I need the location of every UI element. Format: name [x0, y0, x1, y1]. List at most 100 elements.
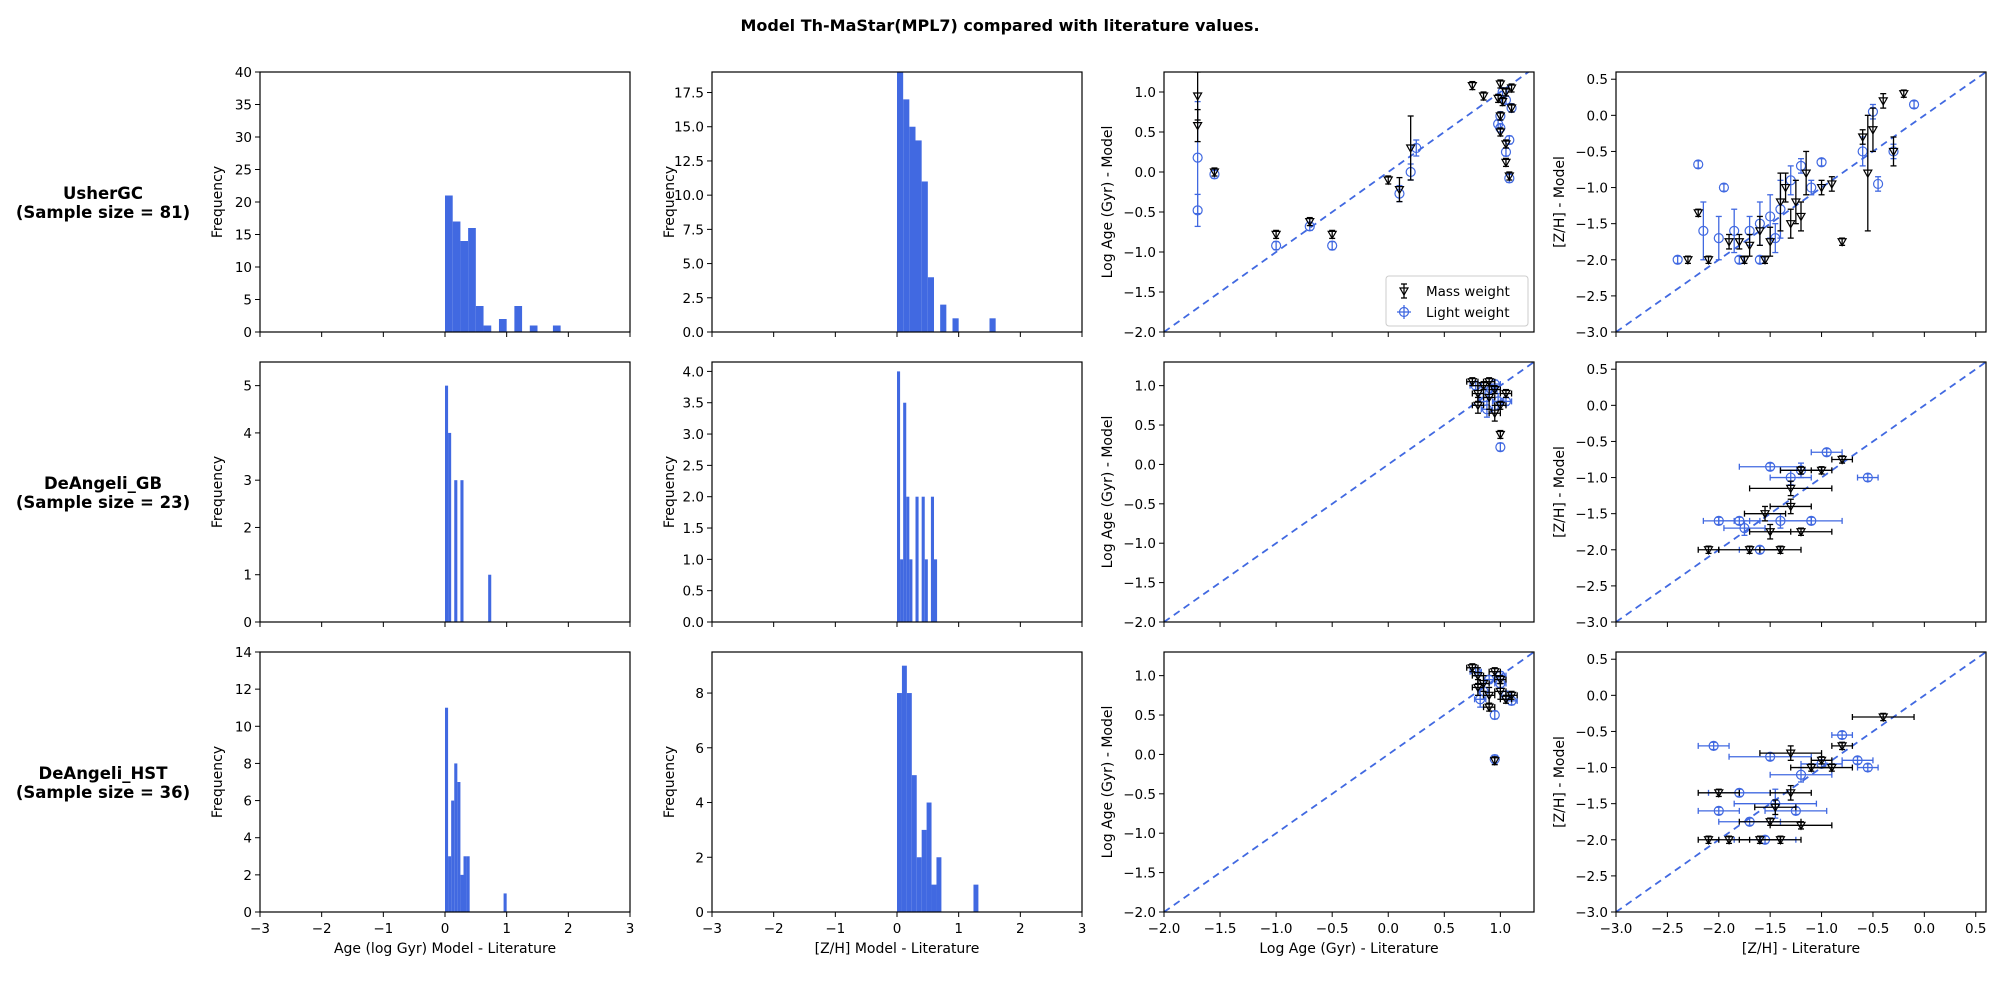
histogram-bar: [451, 800, 455, 912]
light-weight-marker: [1908, 99, 1920, 110]
y-tick-label: −2.0: [1123, 325, 1156, 341]
legend: Mass weight Light weight: [1385, 275, 1529, 327]
histogram-bar: [930, 496, 934, 622]
mass-weight-marker: [1489, 409, 1500, 419]
axes-frame: [1163, 361, 1535, 623]
y-axis-label: [Z/H] - Model: [1552, 156, 1568, 248]
histogram-bar: [448, 856, 452, 912]
panels: 0510152025303540Frequency0.02.55.07.510.…: [210, 65, 1987, 957]
axes-frame: [1615, 651, 1987, 913]
x-tick-label: 1.0: [1490, 921, 1511, 937]
histogram-bar: [457, 782, 461, 912]
histogram-bar: [921, 496, 925, 622]
y-tick-label: 35: [235, 98, 252, 114]
mass-weight-marker: [1478, 92, 1489, 102]
x-tick-label: −0.5: [1857, 921, 1890, 937]
y-tick-label: 0: [243, 325, 252, 341]
y-tick-label: 30: [235, 130, 252, 146]
y-tick-label: −2.5: [1575, 869, 1608, 885]
x-axis-label: [Z/H] Model - Literature: [815, 941, 980, 957]
y-tick-label: 2: [695, 850, 704, 866]
row-label-0-name: UsherGC: [63, 184, 143, 203]
light-weight-marker: [1693, 159, 1704, 170]
mass-weight-marker: [1724, 238, 1735, 247]
y-tick-label: 25: [235, 163, 252, 179]
plot-area-r0c3: [1616, 72, 1986, 332]
x-tick-label: −1.0: [1805, 921, 1838, 937]
y-axis-label: Frequency: [210, 746, 226, 818]
x-tick-label: 2: [564, 921, 573, 937]
x-tick-label: −2.0: [1148, 921, 1181, 937]
mass-weight-marker: [1506, 104, 1517, 114]
mass-weight-marker: [1495, 80, 1506, 90]
y-tick-label: 8: [695, 686, 704, 702]
histogram-bar: [460, 480, 464, 622]
x-tick-label: 3: [626, 921, 635, 937]
light-weight-marker: [1729, 225, 1740, 236]
y-tick-label: −2.0: [1575, 543, 1608, 559]
histogram-bar: [916, 857, 922, 912]
panel-r1c1: 0.0 0.5 1.0 1.5 2.0 2.5 3.0 3.5 4.0 Frequency: [662, 361, 1083, 631]
x-tick-label: 3: [1078, 921, 1087, 937]
y-axis-label: Frequency: [662, 746, 678, 818]
y-axis-label: Log Age (Gyr) - Model: [1100, 706, 1116, 859]
histogram-bar: [514, 306, 523, 332]
light-weight-marker: [1411, 142, 1422, 154]
y-tick-label: −2.0: [1123, 615, 1156, 631]
mass-weight-marker: [1394, 186, 1405, 195]
histogram-bar: [468, 228, 476, 332]
mass-weight-marker: [1500, 158, 1512, 168]
y-tick-label: 3.5: [683, 396, 704, 412]
histogram-bar: [897, 693, 902, 912]
panel-r1c2: −2.0 −1.5 −1.0 −0.5 0.0 0.5 1.0 Log Age (Gyr) -…: [1100, 361, 1535, 631]
histogram-bar: [460, 241, 469, 332]
histogram-bar: [915, 140, 922, 332]
y-tick-label: −1.0: [1575, 181, 1608, 197]
y-tick-label: 1: [243, 568, 252, 584]
mass-weight-marker: [1775, 546, 1786, 555]
y-tick-label: 0.0: [683, 615, 704, 631]
histogram-bar: [552, 325, 561, 332]
y-tick-label: 10: [235, 719, 252, 735]
y-axis-label: [Z/H] - Model: [1552, 446, 1568, 538]
mass-weight-marker: [1495, 675, 1506, 685]
histogram-bar: [452, 221, 461, 332]
histogram-bar: [529, 325, 538, 332]
y-tick-label: 0.5: [1135, 418, 1156, 434]
light-weight-marker: [1271, 240, 1282, 251]
light-weight-marker: [1708, 740, 1719, 751]
mass-weight-marker: [1506, 84, 1517, 94]
y-tick-label: 0.0: [1587, 688, 1608, 704]
histogram-bar: [454, 480, 458, 622]
y-tick-label: −3.0: [1575, 905, 1608, 921]
plot-area-r0c1: [897, 72, 996, 332]
mass-weight-marker: [1837, 238, 1848, 247]
mass-weight-marker: [1734, 238, 1745, 247]
axes-frame: [1615, 361, 1987, 623]
mass-weight-marker: [1682, 256, 1693, 265]
y-tick-label: 1.5: [683, 521, 704, 537]
mass-weight-marker: [1271, 230, 1282, 240]
y-tick-label: 15: [235, 228, 252, 244]
histogram-bar: [915, 496, 919, 622]
histogram-bar: [475, 306, 484, 332]
x-tick-label: −1: [373, 921, 393, 937]
panel-r1c0: 0 1 2 3 4 5 Frequency: [210, 361, 631, 631]
histogram-bar: [903, 402, 907, 622]
plot-area-r2c2: [1164, 652, 1534, 912]
mass-weight-marker: [1703, 256, 1714, 265]
mass-weight-marker: [1739, 256, 1750, 265]
mass-weight-marker: [1472, 389, 1483, 399]
plot-area-r2c0: [445, 707, 507, 912]
light-weight-marker: [1765, 751, 1776, 762]
light-weight-marker: [1672, 254, 1683, 265]
histogram-bar: [934, 559, 938, 622]
y-tick-label: 40: [235, 65, 252, 81]
mass-weight-marker: [1878, 97, 1889, 107]
one-to-one-line: [1616, 362, 1986, 622]
histogram-bar: [921, 181, 928, 332]
legend-light-marker: [1398, 306, 1410, 318]
histogram-bar: [903, 99, 910, 332]
x-tick-label: −2.0: [1702, 921, 1735, 937]
light-weight-marker: [1816, 157, 1827, 168]
